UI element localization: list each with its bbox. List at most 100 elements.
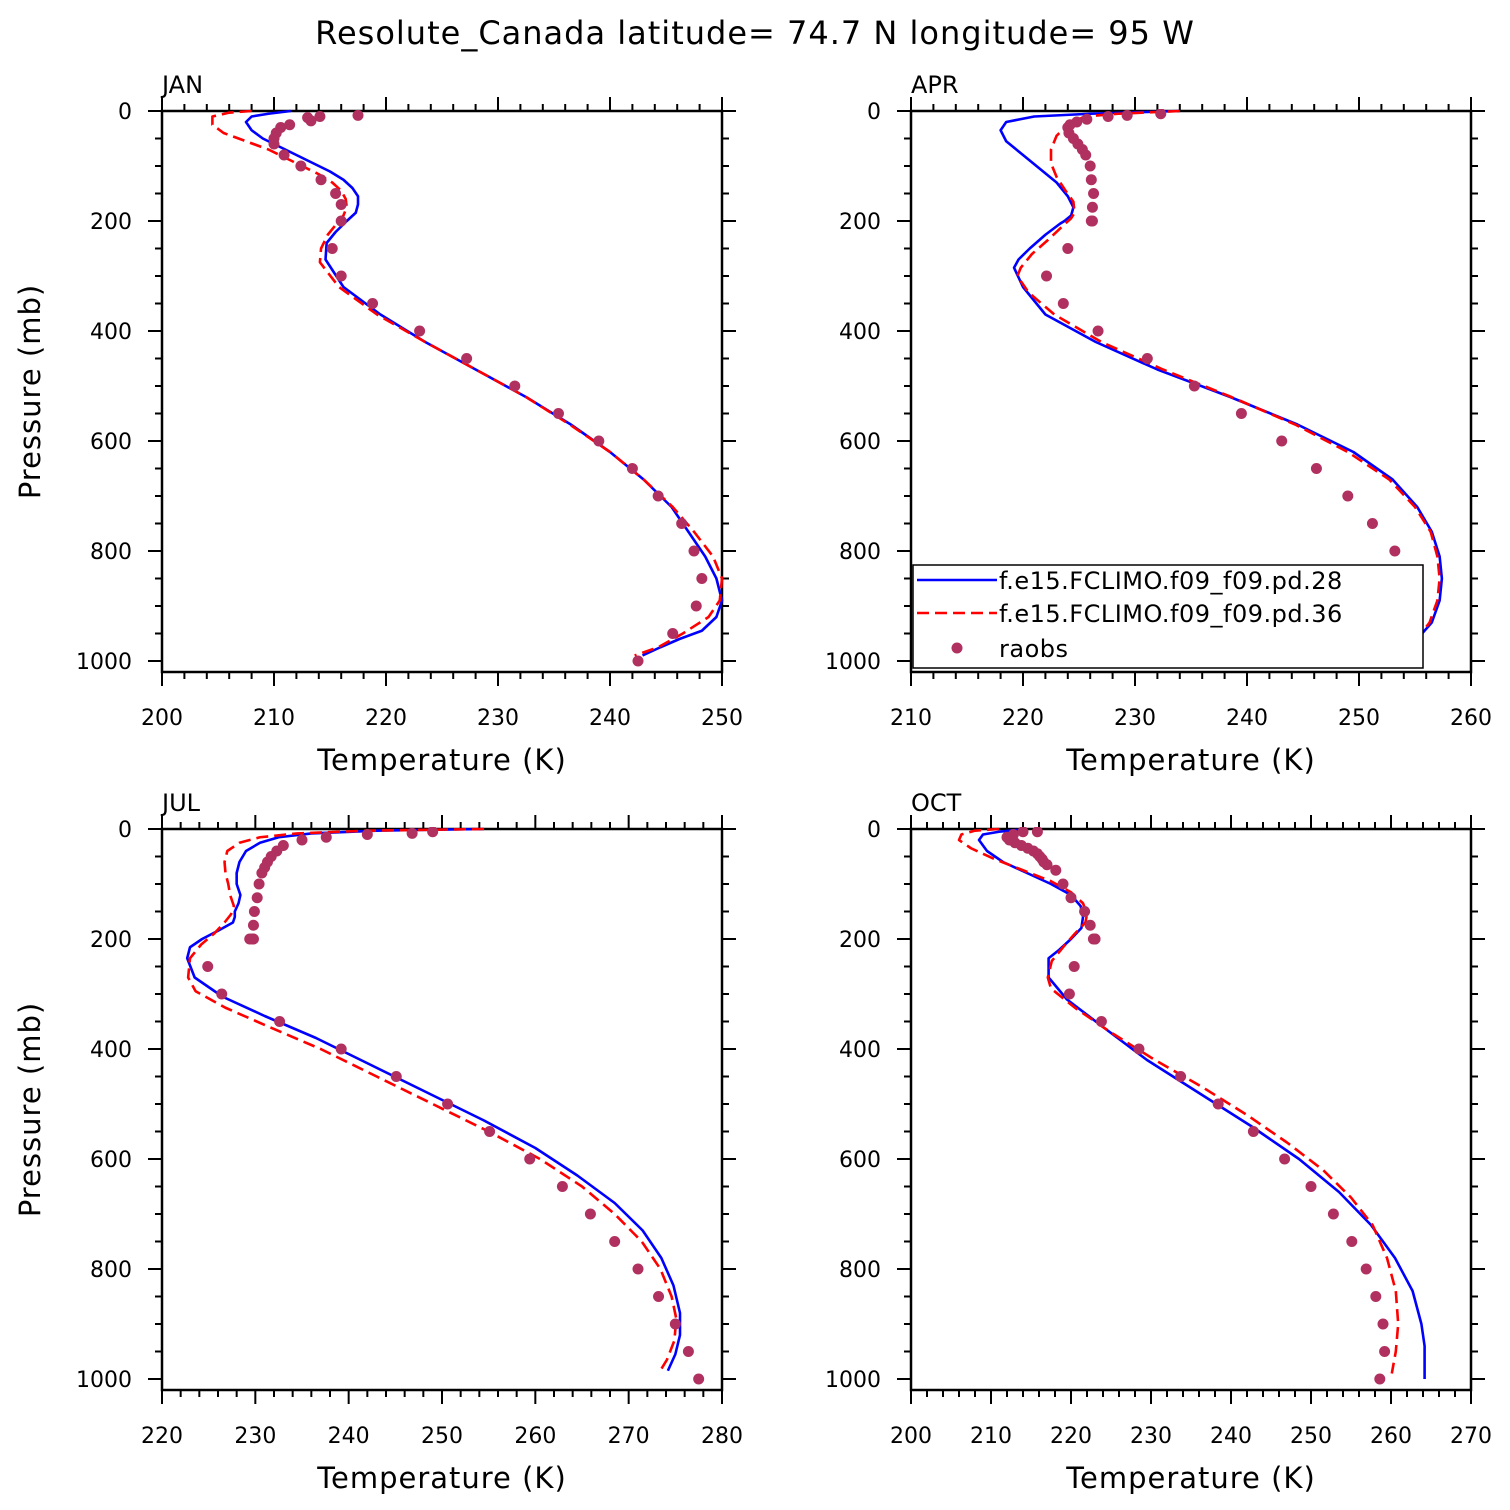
series-line-pd36 (211, 109, 724, 657)
raobs-point (1088, 188, 1100, 199)
y-tick-label: 600 (839, 1148, 881, 1173)
raobs-point (626, 463, 638, 474)
raobs-point (367, 298, 379, 309)
raobs-point (1342, 490, 1354, 502)
raobs-point (653, 1291, 665, 1302)
x-axis-label: Temperature (K) (316, 1461, 567, 1495)
raobs-point (509, 380, 521, 392)
y-tick-label: 1000 (825, 650, 881, 675)
x-tick-label: 270 (1450, 1424, 1492, 1449)
raobs-point (305, 115, 317, 127)
raobs-point (1086, 201, 1098, 213)
raobs-point (1235, 408, 1247, 419)
raobs-point (278, 149, 290, 161)
raobs-point (335, 215, 347, 227)
y-tick-label: 200 (839, 928, 881, 953)
legend-label: f.e15.FCLIMO.f09_f09.pd.36 (999, 600, 1343, 628)
raobs-point (1095, 1016, 1107, 1027)
x-tick-label: 220 (141, 1424, 183, 1449)
legend-label: f.e15.FCLIMO.f09_f09.pd.28 (999, 567, 1343, 595)
raobs-point (274, 1016, 286, 1027)
x-tick-label: 230 (1114, 706, 1156, 731)
y-tick-label: 0 (867, 818, 881, 843)
figure-title: Resolute_Canada latitude= 74.7 N longitu… (315, 14, 1195, 52)
series-line-pd36 (1016, 109, 1441, 657)
raobs-point (524, 1153, 536, 1165)
y-tick-label: 600 (90, 430, 132, 455)
panel-jan: JAN 200 210 220 230 240 250 0 200 400 600 800 1000 Te… (13, 71, 743, 777)
raobs-point (361, 829, 373, 840)
raobs-point (1079, 906, 1091, 917)
series-line-pd28 (185, 827, 682, 1372)
raobs-point (314, 111, 326, 122)
raobs-point (461, 353, 473, 364)
x-tick-label: 230 (1130, 1424, 1172, 1449)
y-axis-label: Pressure (mb) (13, 1002, 47, 1217)
y-tick-label: 400 (839, 320, 881, 345)
data-area (957, 827, 1426, 1385)
y-tick-label: 1000 (76, 1368, 132, 1393)
raobs-point (1310, 463, 1322, 474)
raobs-point (1379, 1346, 1391, 1357)
panel-title: APR (911, 71, 959, 99)
raobs-point (652, 490, 664, 502)
x-tick-label: 210 (253, 706, 295, 731)
panel-title: JAN (160, 71, 203, 99)
raobs-point (335, 199, 347, 210)
raobs-point (253, 878, 265, 890)
x-tick-label: 220 (1050, 1424, 1092, 1449)
x-axis-label: Temperature (K) (1065, 1461, 1316, 1495)
y-tick-label: 600 (90, 1148, 132, 1173)
raobs-point (244, 933, 256, 945)
raobs-point (216, 988, 228, 1000)
x-tick-label: 240 (328, 1424, 370, 1449)
legend: f.e15.FCLIMO.f09_f09.pd.28 f.e15.FCLIMO.f… (912, 564, 1424, 669)
raobs-point (1084, 919, 1096, 931)
raobs-point (1080, 149, 1092, 161)
series-line-pd36 (957, 827, 1400, 1374)
raobs-point (584, 1208, 596, 1220)
x-tick-label: 250 (421, 1424, 463, 1449)
y-tick-label: 400 (90, 320, 132, 345)
plot-frame (909, 827, 1473, 1392)
panels: JAN 200 210 220 230 240 250 0 200 400 600 800 1000 Te… (13, 71, 1492, 1495)
raobs-point (1305, 1181, 1317, 1192)
x-tick-label: 200 (890, 1424, 932, 1449)
y-tick-label: 800 (90, 540, 132, 565)
x-tick-label: 240 (1226, 706, 1268, 731)
y-tick-label: 0 (118, 818, 132, 843)
x-tick-label: 230 (477, 706, 519, 731)
x-tick-label: 240 (589, 706, 631, 731)
y-tick-label: 200 (90, 210, 132, 235)
x-tick-label: 230 (234, 1424, 276, 1449)
y-tick-label: 1000 (76, 650, 132, 675)
raobs-point (1327, 1208, 1339, 1220)
raobs-point (202, 961, 214, 972)
raobs-point (690, 600, 702, 612)
y-tick-label: 1000 (825, 1368, 881, 1393)
data-area (211, 109, 724, 667)
raobs-point (295, 160, 307, 172)
raobs-point (696, 573, 708, 584)
panel-apr: APR 210 220 230 240 250 260 0 200 400 600 800 1000 Te… (825, 71, 1492, 777)
raobs-point (1374, 1373, 1386, 1385)
raobs-point (552, 408, 564, 419)
raobs-point (442, 1098, 454, 1110)
raobs-point (414, 325, 426, 337)
x-tick-label: 250 (701, 706, 743, 731)
raobs-point (632, 1263, 644, 1275)
x-tick-label: 210 (970, 1424, 1012, 1449)
raobs-point (669, 1318, 681, 1330)
series-line-pd28 (244, 109, 724, 657)
y-tick-label: 200 (839, 210, 881, 235)
y-tick-label: 400 (839, 1038, 881, 1063)
raobs-point (1081, 113, 1093, 125)
data-area (185, 827, 705, 1385)
y-axis-label: Pressure (mb) (13, 284, 47, 499)
plot-frame (160, 109, 724, 674)
raobs-point (1085, 174, 1097, 186)
x-tick-label: 220 (1002, 706, 1044, 731)
x-tick-label: 270 (608, 1424, 650, 1449)
raobs-point (296, 834, 308, 846)
raobs-point (1188, 380, 1200, 392)
